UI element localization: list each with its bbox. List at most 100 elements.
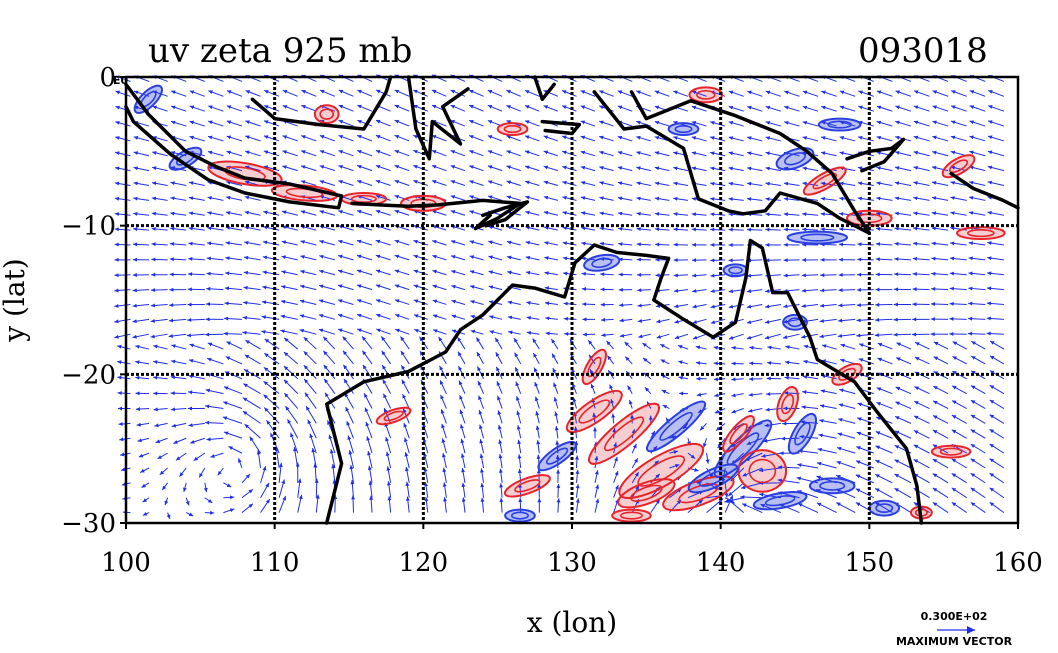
wind-vector-head [189, 105, 195, 110]
wind-vector-head [986, 286, 992, 291]
x-tick-label-130: 130 [547, 548, 597, 578]
wind-vector-head [748, 392, 753, 397]
wind-vector-head [207, 342, 213, 347]
wind-vector-head [117, 406, 123, 411]
wind-vector-head [913, 120, 919, 125]
wind-vector-head [933, 371, 938, 376]
wind-vector-head [535, 411, 540, 416]
wind-vector-head [673, 166, 678, 171]
wind-vector-head [611, 413, 616, 418]
wind-vector-head [987, 256, 992, 261]
wind-vector-head [375, 269, 381, 274]
wind-vector-head [801, 288, 806, 293]
negative-vorticity-shading [809, 478, 855, 494]
wind-vector-head [282, 496, 286, 501]
wind-vector-head [516, 410, 521, 416]
wind-vector-head [678, 375, 683, 380]
wind-vector-head [714, 409, 720, 414]
wind-vector-head [394, 134, 400, 139]
wind-vector-head [931, 226, 936, 231]
wind-vector-head [207, 196, 212, 200]
wind-vector-head [952, 341, 958, 346]
wind-vector-head [432, 254, 437, 259]
wind-vector-head [968, 256, 973, 261]
x-tick-label-110: 110 [250, 548, 300, 578]
wind-vector-head [875, 287, 880, 292]
wind-vector-head [562, 165, 567, 170]
wind-vector-head [282, 150, 287, 154]
wind-vector-head [238, 458, 242, 463]
wind-vector-head [357, 179, 362, 184]
wind-vector-head [168, 334, 173, 338]
wind-vector-head [876, 120, 882, 125]
wind-vector-head [206, 286, 211, 291]
wind-vector-head [431, 150, 437, 154]
wind-vector-head [263, 394, 268, 399]
wind-vector-head [894, 445, 900, 449]
wind-vector-head [612, 427, 617, 433]
wind-vector-head [244, 255, 249, 260]
wind-vector-head [691, 151, 697, 156]
wind-vector-head [728, 136, 734, 140]
negative-vorticity-contour [583, 253, 621, 272]
wind-vector-head [394, 269, 400, 274]
wind-vector-head [912, 317, 917, 322]
wind-vector-head [487, 135, 493, 139]
wind-vector-head [989, 458, 994, 463]
wind-vector-head [225, 241, 230, 246]
wind-vector-head [208, 90, 213, 94]
wind-vector-head [855, 502, 861, 507]
wind-vector-head [205, 404, 210, 409]
wind-vector-head [457, 337, 462, 342]
wind-vector-head [223, 331, 228, 336]
wind-vector-head [518, 498, 523, 503]
wind-vector-head [783, 181, 789, 186]
wind-vector-head [951, 502, 957, 507]
wind-vector-head [133, 181, 138, 186]
wind-vector-head [615, 484, 619, 490]
wind-vector-head [461, 482, 466, 488]
wind-vector-head [607, 355, 612, 360]
wind-vector-head [115, 136, 120, 140]
wind-vector-head [636, 211, 641, 216]
wind-vector-head [912, 287, 917, 292]
wind-vector-head [249, 436, 254, 442]
wind-vector-head [394, 284, 400, 289]
wind-vector-head [507, 270, 512, 275]
wind-vector-head [594, 470, 599, 475]
wind-vector-head [450, 89, 456, 94]
wind-vector-head [169, 287, 174, 292]
wind-vector-head [731, 443, 737, 448]
wind-vector-head [170, 375, 176, 380]
wind-vector-head [819, 334, 824, 339]
negative-vorticity-contour [786, 230, 849, 245]
wind-vector-head [914, 401, 919, 405]
wind-vector-head [562, 180, 567, 185]
wind-vector-head [987, 180, 993, 185]
wind-vector-head [157, 455, 163, 459]
wind-vector-head [280, 314, 286, 319]
wind-vector-head [930, 332, 935, 337]
wind-vector-head [171, 344, 176, 349]
wind-vector-head [114, 227, 119, 232]
wind-vector-head [303, 337, 309, 342]
wind-vector-head [690, 454, 696, 459]
wind-vector-head [877, 342, 883, 347]
wind-vector-head [628, 399, 633, 405]
negative-vorticity-contour [687, 463, 739, 494]
wind-vector-head [346, 421, 351, 426]
wind-vector-head [133, 151, 139, 156]
wind-vector-head [618, 257, 623, 262]
wind-vector-head [469, 180, 474, 184]
wind-vector-head [581, 271, 586, 276]
wind-vector-head [207, 226, 212, 231]
wind-vector-head [970, 458, 976, 463]
wind-vector-head [746, 227, 752, 232]
wind-vector-head [857, 181, 863, 186]
wind-vector-head [357, 119, 362, 124]
wind-vector-head [802, 181, 807, 186]
negative-vorticity-inner-contour [510, 511, 529, 520]
negative-vorticity-shading [787, 231, 848, 244]
wind-vector-head [189, 90, 195, 95]
wind-vector-head [506, 195, 512, 200]
